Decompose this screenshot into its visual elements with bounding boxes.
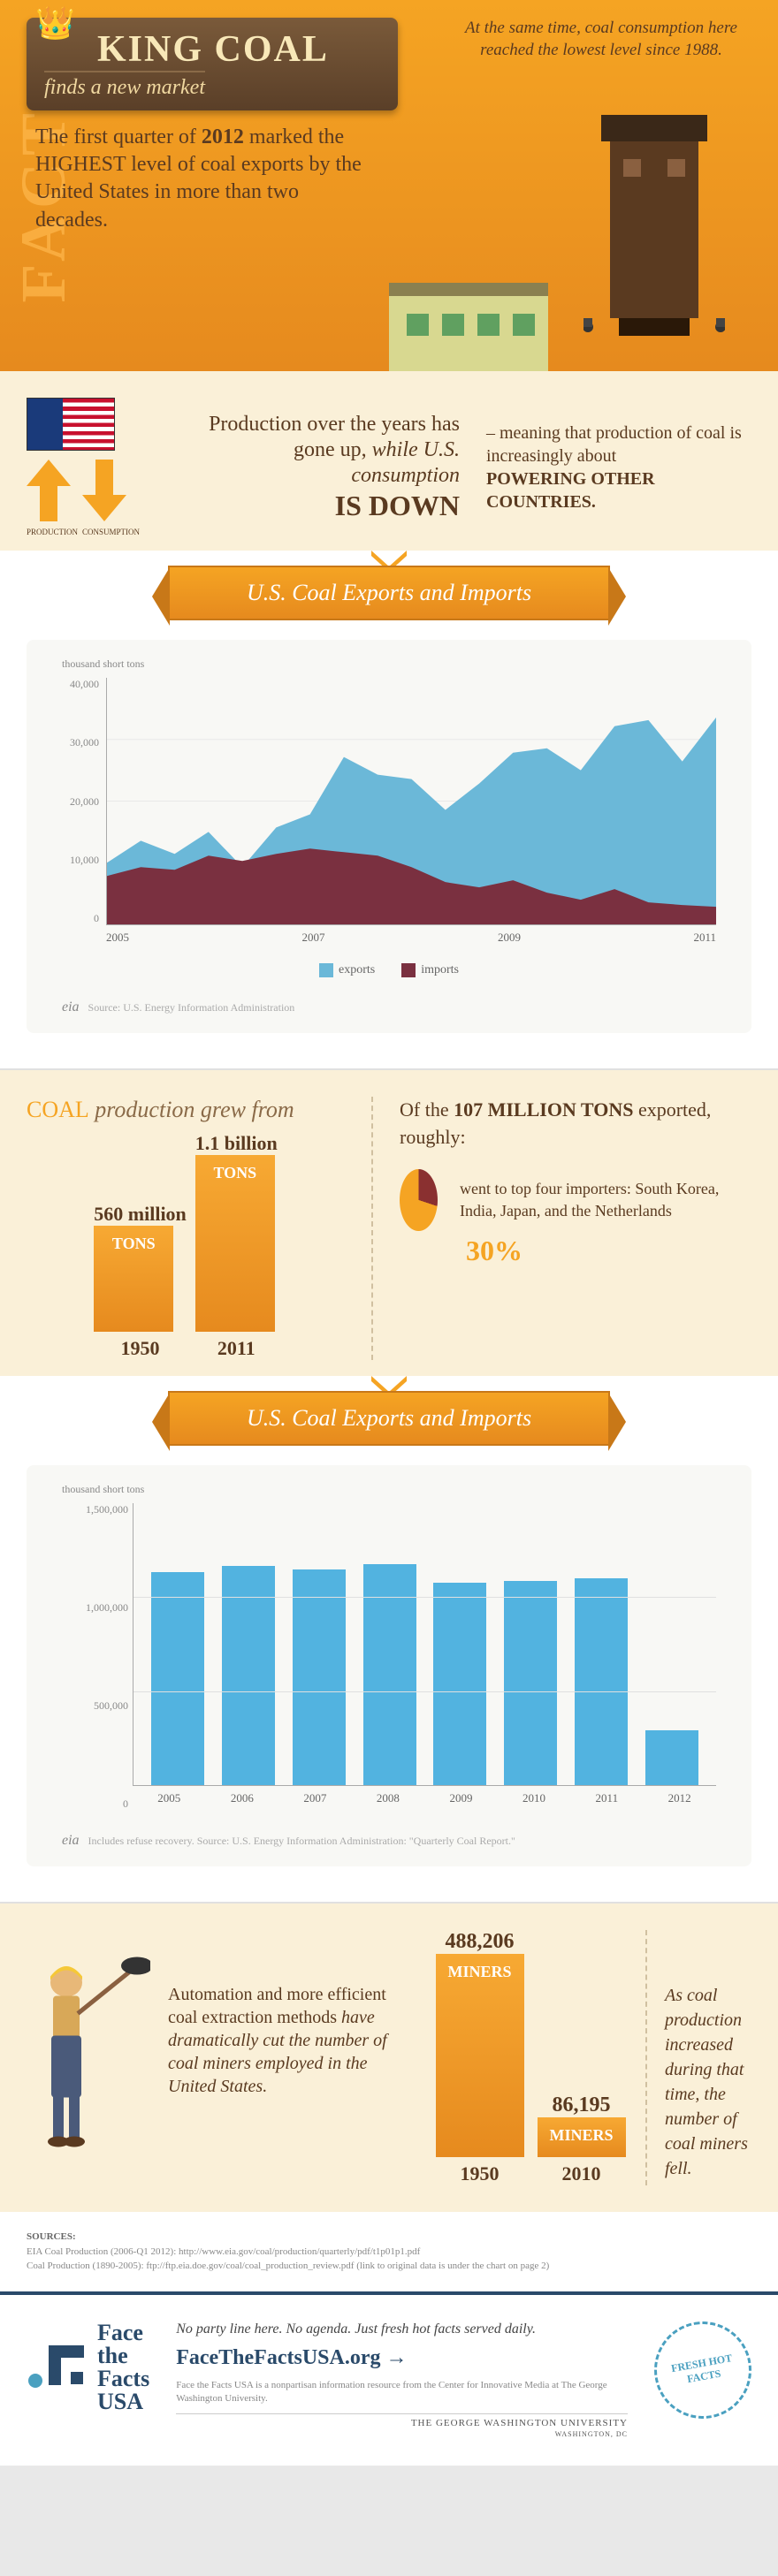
sources-title: SOURCES: [27, 2230, 751, 2245]
growth-title: COAL production grew from [27, 1097, 345, 1123]
pie-pct: 30% [466, 1231, 751, 1271]
mine-building-icon [380, 265, 557, 371]
chart2-container: thousand short tons 1,500,0001,000,00050… [27, 1465, 751, 1866]
chart1-ylabel: thousand short tons [62, 657, 716, 671]
title-sub: finds a new market [44, 71, 205, 100]
chart2-ylabel: thousand short tons [62, 1483, 716, 1496]
footer-url[interactable]: FaceTheFactsUSA.org → [176, 2346, 628, 2370]
chart1-banner: U.S. Coal Exports and Imports [168, 566, 610, 620]
production-label: PRODUCTION [27, 528, 78, 536]
footer-section: FacetheFactsUSA No party line here. No a… [0, 2291, 778, 2466]
miners-bars: 488,206 MINERS 1950 86,195 MINERS 2010 [433, 1930, 628, 2185]
chart1-source: eia Source: U.S. Energy Information Admi… [62, 999, 716, 1015]
footer-small: Face the Facts USA is a nonpartisan info… [176, 2379, 628, 2406]
sources-section: SOURCES: EIA Coal Production (2006-Q1 20… [0, 2212, 778, 2291]
area-chart [106, 678, 716, 925]
stamp-icon: FRESH HOT FACTS [646, 2314, 759, 2426]
section2-text-right: – meaning that production of coal is inc… [486, 422, 751, 513]
miners-section: Automation and more efficient coal extra… [0, 1902, 778, 2212]
chart2-xticks: 20052006200720082009201020112012 [133, 1786, 716, 1811]
header-main-fact: The first quarter of 2012 marked the HIG… [35, 124, 371, 234]
eia-logo: eia [62, 1833, 80, 1849]
flag-arrows-graphic: PRODUCTION CONSUMPTION [27, 398, 168, 536]
growth-bar-1950: 560 million TONS 1950 [94, 1203, 187, 1360]
eia-logo: eia [62, 999, 80, 1015]
arrow-up-icon [27, 460, 71, 521]
chart2-source: eia Includes refuse recovery. Source: U.… [62, 1833, 716, 1849]
source-line-1: EIA Coal Production (2006-Q1 2012): http… [27, 2245, 751, 2260]
consumption-label: CONSUMPTION [82, 528, 140, 536]
source-line-2: Coal Production (1890-2005): ftp://ftp.e… [27, 2259, 751, 2274]
mine-tower-icon [584, 106, 725, 336]
gwu-text: THE GEORGE WASHINGTON UNIVERSITYWASHINGT… [176, 2413, 628, 2439]
growth-bars: 560 million TONS 1950 1.1 billion TONS 2… [27, 1132, 345, 1360]
us-flag-icon [27, 398, 115, 451]
chart2-yticks: 1,500,0001,000,000500,0000 [71, 1503, 128, 1811]
footer-mid: No party line here. No agenda. Just fres… [176, 2321, 628, 2439]
pie-icon [400, 1169, 438, 1231]
chart1-yticks: 010,00020,00030,00040,000 [62, 678, 106, 925]
arrow-down-icon [82, 460, 126, 521]
area-chart-section: U.S. Coal Exports and Imports thousand s… [0, 551, 778, 1068]
miner-icon [27, 1930, 150, 2185]
coal-growth-section: COAL production grew from 560 million TO… [0, 1068, 778, 1388]
miner-bar-2010: 86,195 MINERS 2010 [538, 2093, 626, 2185]
production-consumption-section: PRODUCTION CONSUMPTION Production over t… [0, 371, 778, 563]
section2-text-left: Production over the years has gone up, w… [194, 412, 460, 522]
chart1-legend: exports imports [62, 963, 716, 977]
bar-chart-section: U.S. Coal Exports and Imports thousand s… [0, 1376, 778, 1902]
title-main: KING COAL [97, 28, 380, 71]
growth-bar-2011: 1.1 billion TONS 2011 [195, 1132, 278, 1360]
title-banner: 👑 KING COAL finds a new market [27, 18, 398, 110]
miner-bar-1950: 488,206 MINERS 1950 [436, 1930, 524, 2185]
growth-right: Of the 107 MILLION TONS exported, roughl… [371, 1097, 751, 1360]
chart1-container: thousand short tons 010,00020,00030,0004… [27, 640, 751, 1033]
ftf-mark-icon [27, 2337, 88, 2398]
header-section: FACT 👑 KING COAL finds a new market At t… [0, 0, 778, 371]
crown-icon: 👑 [35, 4, 75, 42]
ftf-logo: FacetheFactsUSA [27, 2321, 149, 2413]
header-right-text: At the same time, coal consumption here … [451, 18, 751, 61]
chart2-banner: U.S. Coal Exports and Imports [168, 1391, 610, 1446]
ftf-text: FacetheFactsUSA [97, 2321, 149, 2413]
infographic-root: FACT 👑 KING COAL finds a new market At t… [0, 0, 778, 2466]
miners-right-text: As coal production increased during that… [645, 1930, 751, 2185]
growth-left: COAL production grew from 560 million TO… [27, 1097, 345, 1360]
bar-chart [133, 1503, 716, 1786]
miners-text: Automation and more efficient coal extra… [168, 1930, 416, 2185]
chart1-xticks: 2005200720092011 [106, 925, 716, 950]
footer-tagline: No party line here. No agenda. Just fres… [176, 2321, 628, 2337]
